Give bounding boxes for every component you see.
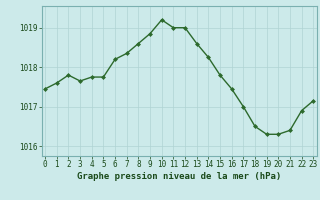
X-axis label: Graphe pression niveau de la mer (hPa): Graphe pression niveau de la mer (hPa) — [77, 172, 281, 181]
